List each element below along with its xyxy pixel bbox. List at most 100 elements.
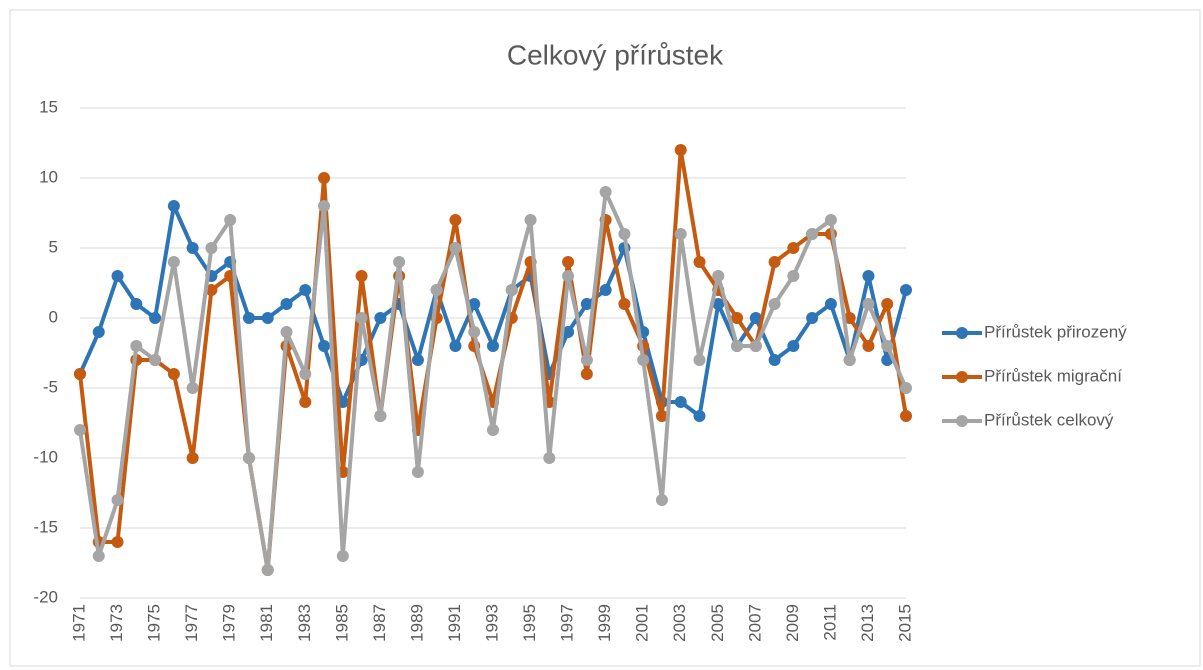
x-tick-label: 1989 — [407, 604, 426, 642]
point — [712, 270, 725, 282]
x-tick-label: 1985 — [332, 604, 351, 642]
point — [824, 298, 837, 310]
point — [768, 354, 781, 366]
point — [562, 256, 575, 268]
point — [318, 172, 331, 184]
point — [580, 354, 593, 366]
point — [768, 298, 781, 310]
point — [580, 298, 593, 310]
point — [862, 340, 875, 352]
y-tick-label: 5 — [49, 237, 58, 256]
point — [355, 312, 368, 324]
point — [843, 312, 856, 324]
point — [505, 284, 518, 296]
point — [580, 368, 593, 380]
point — [299, 284, 312, 296]
point — [468, 298, 481, 310]
y-tick-label: 15 — [39, 97, 58, 116]
x-tick-label: 1995 — [520, 604, 539, 642]
point — [674, 144, 687, 156]
point — [693, 410, 706, 422]
x-tick-label: 1981 — [257, 604, 276, 642]
legend-label: Přírůstek migrační — [984, 366, 1122, 385]
point — [712, 298, 725, 310]
point — [562, 270, 575, 282]
x-tick-label: 2003 — [670, 604, 689, 642]
x-tick-label: 2007 — [745, 604, 764, 642]
point — [130, 298, 143, 310]
y-tick-label: -20 — [33, 587, 58, 606]
x-tick-label: 1991 — [445, 604, 464, 642]
point — [430, 284, 443, 296]
point — [881, 298, 894, 310]
point — [768, 256, 781, 268]
point — [487, 340, 499, 352]
point — [787, 270, 800, 282]
point — [674, 228, 687, 240]
point — [242, 312, 255, 324]
x-tick-label: 2001 — [633, 604, 652, 642]
point — [693, 256, 706, 268]
point — [843, 354, 856, 366]
point — [374, 312, 387, 324]
legend-marker — [956, 327, 968, 339]
point — [167, 256, 180, 268]
point — [318, 200, 331, 212]
point — [862, 270, 875, 282]
point — [149, 354, 162, 366]
point — [449, 214, 462, 226]
point — [393, 256, 406, 268]
point — [787, 340, 800, 352]
point — [487, 424, 499, 436]
x-tick-label: 1987 — [370, 604, 389, 642]
x-tick-label: 2011 — [820, 604, 839, 641]
point — [731, 312, 744, 324]
point — [543, 452, 556, 464]
chart-border — [9, 9, 1201, 667]
x-tick-label: 1973 — [107, 604, 126, 642]
point — [92, 550, 105, 562]
point — [167, 368, 180, 380]
point — [299, 368, 312, 380]
point — [374, 410, 387, 422]
legend-label: Přírůstek přirozený — [984, 322, 1127, 341]
point — [731, 340, 744, 352]
x-tick-label: 2013 — [858, 604, 877, 642]
y-tick-label: -15 — [33, 517, 58, 536]
legend-label: Přírůstek celkový — [984, 410, 1114, 429]
point — [749, 312, 762, 324]
y-tick-label: -5 — [43, 377, 58, 396]
point — [524, 214, 537, 226]
x-tick-label: 2015 — [895, 604, 914, 642]
point — [599, 284, 612, 296]
point — [224, 214, 237, 226]
point — [111, 536, 124, 548]
point — [806, 228, 819, 240]
legend-marker — [956, 371, 968, 383]
point — [74, 368, 86, 380]
point — [824, 214, 837, 226]
point — [900, 284, 912, 296]
point — [261, 564, 274, 576]
point — [618, 298, 631, 310]
point — [806, 312, 819, 324]
x-tick-label: 1975 — [145, 604, 164, 642]
x-tick-label: 2009 — [783, 604, 802, 642]
x-tick-label: 1971 — [69, 604, 88, 642]
point — [299, 396, 312, 408]
point — [618, 228, 631, 240]
point — [205, 284, 218, 296]
point — [693, 354, 706, 366]
point — [111, 270, 124, 282]
point — [674, 396, 687, 408]
point — [881, 340, 894, 352]
legend-marker — [956, 415, 968, 427]
point — [280, 298, 293, 310]
point — [411, 354, 424, 366]
point — [449, 340, 462, 352]
point — [186, 452, 199, 464]
point — [318, 340, 331, 352]
point — [655, 410, 668, 422]
point — [900, 382, 912, 394]
